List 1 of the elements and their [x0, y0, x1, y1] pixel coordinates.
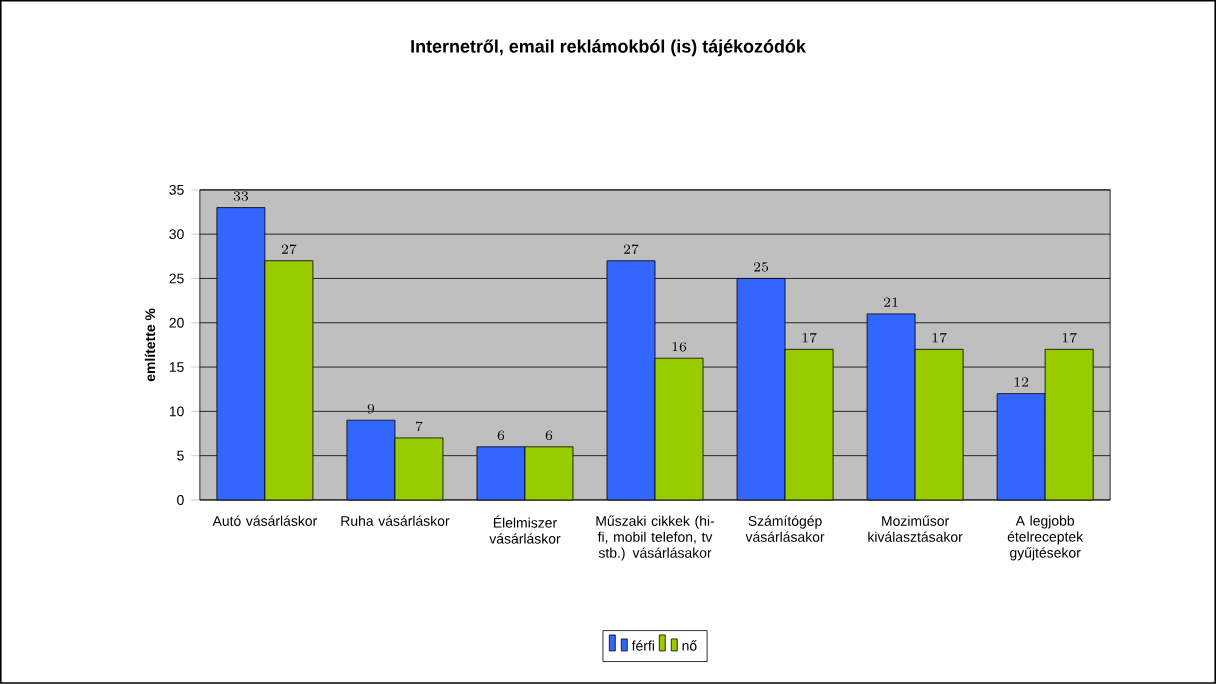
chart-title: Internetről, email reklámokból (is) tájékozódók — [411, 39, 806, 57]
